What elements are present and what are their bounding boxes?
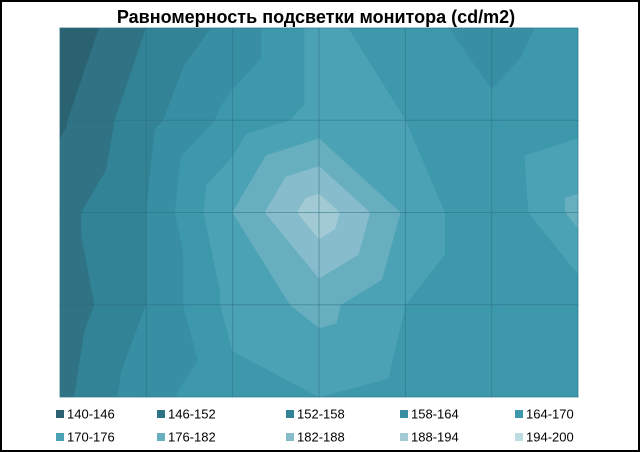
legend-swatch [157,410,165,418]
legend-label: 176-182 [168,429,216,444]
legend: 140-146 146-152 152-158 158-164 164-170 170-1… [56,406,574,444]
legend-swatch [400,410,408,418]
legend-label: 140-146 [67,406,115,421]
legend-label: 152-158 [297,406,345,421]
legend-label: 194-200 [526,429,574,444]
legend-swatch [515,410,523,418]
legend-swatch [515,433,523,441]
legend-label: 146-152 [168,406,216,421]
legend-label: 170-176 [67,429,115,444]
legend-swatch [286,433,294,441]
legend-swatch [286,410,294,418]
legend-swatch [56,433,64,441]
legend-swatch [157,433,165,441]
legend-label: 164-170 [526,406,574,421]
contour-region [304,27,320,122]
legend-label: 158-164 [411,406,459,421]
plot-area [59,27,579,398]
grid [59,27,579,398]
legend-swatch [400,433,408,441]
legend-label: 182-188 [297,429,345,444]
legend-label: 188-194 [411,429,459,444]
chart-title: Равномерность подсветки монитора (cd/m2) [117,7,515,27]
legend-swatch [56,410,64,418]
